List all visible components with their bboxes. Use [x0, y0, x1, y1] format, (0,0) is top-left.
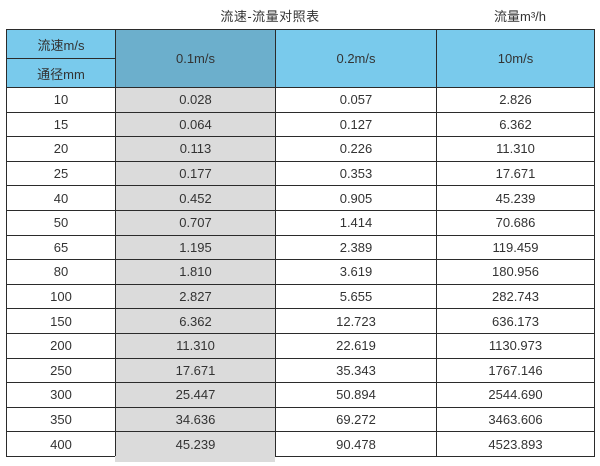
flow-value-cell: 12.723	[275, 308, 437, 334]
flow-value-cell: 11.310	[436, 136, 595, 162]
flow-value-cell: 0.905	[275, 185, 437, 211]
diameter-cell: 20	[6, 136, 116, 162]
table-header: 流速m/s 0.1m/s 0.2m/s 10m/s 通径mm	[6, 29, 595, 88]
corner-cell-diameter: 通径mm	[6, 58, 116, 88]
header-row-bottom: 通径mm	[6, 58, 595, 88]
flow-value-cell: 17.671	[436, 160, 595, 187]
diameter-cell: 400	[6, 431, 116, 457]
table-row: 100 2.827 5.655 282.743	[6, 283, 595, 310]
flow-value-cell: 3463.606	[436, 406, 595, 433]
table-row: 10 0.028 0.057 2.826	[6, 87, 595, 113]
flow-value-cell: 636.173	[436, 308, 595, 334]
flow-value-cell: 6.362	[436, 111, 595, 138]
flow-value-cell: 0.127	[275, 111, 437, 138]
diameter-cell: 25	[6, 160, 116, 187]
flow-value-cell: 17.671	[115, 357, 276, 384]
diameter-cell: 10	[6, 87, 116, 113]
diameter-cell: 200	[6, 332, 116, 359]
table-row: 350 34.636 69.272 3463.606	[6, 406, 595, 433]
flow-value-cell: 1767.146	[436, 357, 595, 384]
flow-value-cell: 69.272	[275, 406, 437, 433]
flow-value-cell: 0.177	[115, 160, 276, 187]
diameter-cell: 50	[6, 209, 116, 236]
flow-value-cell: 45.239	[115, 431, 276, 457]
diameter-cell: 80	[6, 259, 116, 285]
diameter-cell: 250	[6, 357, 116, 384]
diameter-cell: 15	[6, 111, 116, 138]
table-title: 流速-流量对照表	[220, 9, 320, 24]
flow-rate-table: 流速m/s 0.1m/s 0.2m/s 10m/s 通径mm 10 0.028 0.…	[6, 29, 595, 457]
diameter-cell: 65	[6, 234, 116, 261]
table-row: 300 25.447 50.894 2544.690	[6, 382, 595, 408]
table-row: 25 0.177 0.353 17.671	[6, 160, 595, 187]
flow-value-cell: 3.619	[275, 259, 437, 285]
table-row: 150 6.362 12.723 636.173	[6, 308, 595, 334]
flow-value-cell: 2.826	[436, 87, 595, 113]
diameter-cell: 40	[6, 185, 116, 211]
flow-value-cell: 25.447	[115, 382, 276, 408]
flow-value-cell: 50.894	[275, 382, 437, 408]
flow-unit-label: 流量m³/h	[493, 9, 546, 24]
flow-value-cell: 6.362	[115, 308, 276, 334]
table-row: 50 0.707 1.414 70.686	[6, 209, 595, 236]
flow-value-cell: 34.636	[115, 406, 276, 433]
flow-value-cell: 2.827	[115, 283, 276, 310]
header-row-top: 流速m/s 0.1m/s 0.2m/s 10m/s	[6, 29, 595, 88]
flow-value-cell: 0.707	[115, 209, 276, 236]
table-row: 400 45.239 90.478 4523.893	[6, 431, 595, 457]
flow-value-cell: 2544.690	[436, 382, 595, 408]
flow-value-cell: 180.956	[436, 259, 595, 285]
flow-value-cell: 45.239	[436, 185, 595, 211]
flow-value-cell: 1.810	[115, 259, 276, 285]
highlight-column-tail	[115, 456, 275, 462]
flow-value-cell: 90.478	[275, 431, 437, 457]
flow-value-cell: 0.226	[275, 136, 437, 162]
flow-value-cell: 70.686	[436, 209, 595, 236]
flow-value-cell: 0.353	[275, 160, 437, 187]
flow-value-cell: 5.655	[275, 283, 437, 310]
flow-value-cell: 0.113	[115, 136, 276, 162]
table-row: 80 1.810 3.619 180.956	[6, 259, 595, 285]
table-row: 65 1.195 2.389 119.459	[6, 234, 595, 261]
column-header-0-2ms: 0.2m/s	[275, 29, 437, 88]
table-row: 40 0.452 0.905 45.239	[6, 185, 595, 211]
table-row: 200 11.310 22.619 1130.973	[6, 332, 595, 359]
flow-value-cell: 1130.973	[436, 332, 595, 359]
flow-value-cell: 1.414	[275, 209, 437, 236]
flow-value-cell: 0.452	[115, 185, 276, 211]
flow-value-cell: 0.064	[115, 111, 276, 138]
flow-value-cell: 4523.893	[436, 431, 595, 457]
corner-cell-velocity: 流速m/s	[6, 29, 116, 59]
table-row: 15 0.064 0.127 6.362	[6, 111, 595, 138]
flow-value-cell: 11.310	[115, 332, 276, 359]
flow-value-cell: 22.619	[275, 332, 437, 359]
table-row: 20 0.113 0.226 11.310	[6, 136, 595, 162]
diameter-cell: 100	[6, 283, 116, 310]
table-row: 250 17.671 35.343 1767.146	[6, 357, 595, 384]
flow-value-cell: 35.343	[275, 357, 437, 384]
diameter-cell: 300	[6, 382, 116, 408]
flow-value-cell: 119.459	[436, 234, 595, 261]
diameter-cell: 350	[6, 406, 116, 433]
column-header-10ms: 10m/s	[436, 29, 595, 88]
flow-value-cell: 2.389	[275, 234, 437, 261]
flow-value-cell: 282.743	[436, 283, 595, 310]
diameter-cell: 150	[6, 308, 116, 334]
table-body: 10 0.028 0.057 2.826 15 0.064 0.127 6.362 20 0.11…	[6, 87, 595, 457]
flow-value-cell: 0.028	[115, 87, 276, 113]
flow-value-cell: 1.195	[115, 234, 276, 261]
flow-value-cell: 0.057	[275, 87, 437, 113]
column-header-0-1ms: 0.1m/s	[115, 29, 276, 88]
